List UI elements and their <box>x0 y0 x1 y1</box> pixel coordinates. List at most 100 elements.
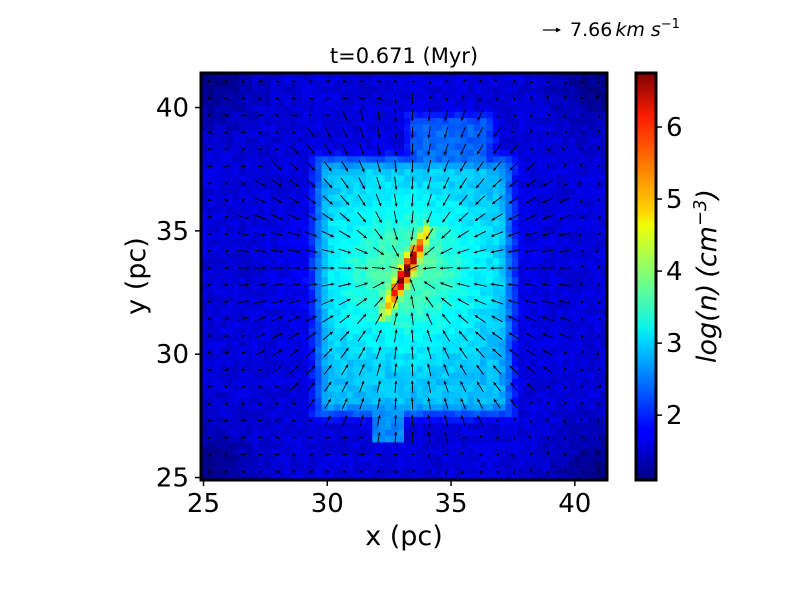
heatmap-cell <box>207 193 215 201</box>
heatmap-cell <box>346 390 354 398</box>
velocity-arrow <box>271 283 284 287</box>
heatmap-cell <box>537 85 545 93</box>
heatmap-cell <box>251 193 259 201</box>
heatmap-cell <box>327 416 335 424</box>
heatmap-cell <box>340 448 348 456</box>
heatmap-cell <box>283 257 291 265</box>
heatmap-cell <box>359 390 367 398</box>
velocity-arrow <box>439 266 453 270</box>
heatmap-cell <box>378 79 386 87</box>
heatmap-cell <box>486 333 494 341</box>
heatmap-cell <box>232 390 240 398</box>
heatmap-cell <box>201 136 208 144</box>
heatmap-cell <box>264 117 272 125</box>
heatmap-cell <box>429 467 437 475</box>
heatmap-cell <box>289 181 297 189</box>
heatmap-cell <box>587 142 595 150</box>
heatmap-cell <box>207 403 215 411</box>
heatmap-cell <box>537 454 545 462</box>
heatmap-cell <box>461 454 469 462</box>
velocity-arrow <box>427 414 431 427</box>
heatmap-cell <box>467 327 475 335</box>
heatmap-cell <box>442 238 449 246</box>
heatmap-cell <box>213 314 221 322</box>
heatmap-cell <box>537 403 545 411</box>
heatmap-cell <box>594 136 602 144</box>
heatmap-cell <box>321 162 329 169</box>
heatmap-cell <box>384 238 392 246</box>
heatmap-cell <box>416 448 424 456</box>
heatmap-cell <box>461 371 469 379</box>
heatmap-cell <box>213 123 221 131</box>
heatmap-cell <box>340 321 348 328</box>
heatmap-cell <box>302 321 310 328</box>
heatmap-cell <box>404 473 411 480</box>
velocity-arrow <box>258 97 262 101</box>
heatmap-cell <box>283 251 291 259</box>
heatmap-cell <box>549 123 557 131</box>
heatmap-cell <box>530 251 538 259</box>
heatmap-cell <box>587 270 595 278</box>
heatmap-cell <box>467 225 475 233</box>
heatmap-cell <box>600 117 607 125</box>
heatmap-cell <box>226 416 234 424</box>
heatmap-cell <box>365 314 373 322</box>
heatmap-cell <box>258 340 266 348</box>
velocity-arrow <box>563 367 567 372</box>
heatmap-cell <box>353 187 361 195</box>
heatmap-cell <box>220 162 227 169</box>
heatmap-cell <box>334 193 342 201</box>
heatmap-cell <box>568 333 576 341</box>
heatmap-cell <box>226 187 234 195</box>
velocity-arrow <box>460 126 466 138</box>
heatmap-cell <box>594 130 602 138</box>
heatmap-cell <box>505 187 513 195</box>
heatmap-cell <box>480 149 488 157</box>
heatmap-cell <box>283 327 291 335</box>
heatmap-cell <box>270 104 278 112</box>
heatmap-cell <box>201 435 208 443</box>
heatmap-cell <box>384 187 392 195</box>
heatmap-cell <box>454 130 462 138</box>
heatmap-cell <box>429 149 437 157</box>
heatmap-cell <box>283 352 291 360</box>
heatmap-cell <box>245 441 253 449</box>
heatmap-cell <box>492 142 500 150</box>
heatmap-cell <box>372 212 380 220</box>
heatmap-cell <box>594 270 602 278</box>
velocity-arrow <box>291 402 297 406</box>
heatmap-cell <box>384 92 392 100</box>
heatmap-cell <box>277 73 285 80</box>
heatmap-cell <box>448 123 456 131</box>
heatmap-cell <box>201 359 208 367</box>
heatmap-cell <box>340 301 348 309</box>
heatmap-cell <box>518 162 526 169</box>
heatmap-cell <box>562 352 570 360</box>
heatmap-cell <box>207 231 215 239</box>
heatmap-cell <box>505 257 513 265</box>
heatmap-cell <box>277 142 285 150</box>
heatmap-cell <box>568 410 576 418</box>
heatmap-cell <box>454 225 462 233</box>
velocity-arrow <box>580 147 584 151</box>
velocity-arrow <box>257 452 263 456</box>
heatmap-cell <box>239 193 246 201</box>
heatmap-cell <box>581 397 589 405</box>
heatmap-cell <box>359 111 367 119</box>
heatmap-cell <box>334 162 342 169</box>
heatmap-cell <box>505 441 513 449</box>
heatmap-cell <box>283 123 291 131</box>
heatmap-cell <box>226 117 234 125</box>
heatmap-cell <box>277 340 285 348</box>
heatmap-cell <box>480 231 488 239</box>
heatmap-cell <box>524 371 532 379</box>
heatmap-cell <box>264 174 272 182</box>
heatmap-cell <box>511 257 519 265</box>
heatmap-cell <box>511 98 519 106</box>
heatmap-cell <box>600 187 607 195</box>
heatmap-cell <box>486 397 494 405</box>
velocity-arrow <box>542 366 553 374</box>
heatmap-cell <box>467 85 475 93</box>
heatmap-cell <box>289 435 297 443</box>
